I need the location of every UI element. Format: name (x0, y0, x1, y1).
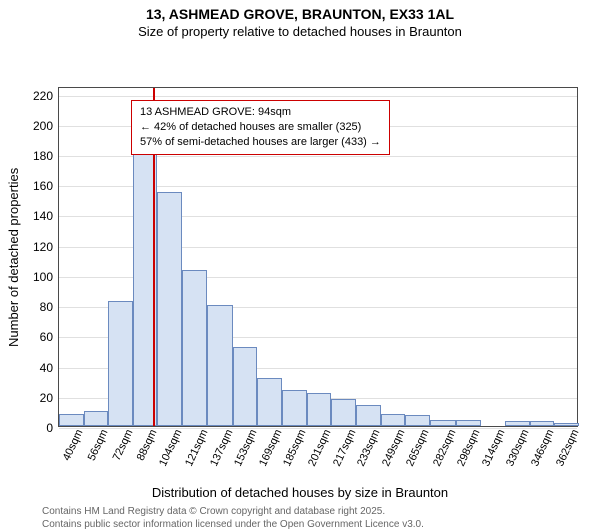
annotation-line: 57% of semi-detached houses are larger (… (140, 135, 381, 150)
histogram-bar (307, 393, 332, 426)
attribution-footer: Contains HM Land Registry data © Crown c… (42, 506, 600, 531)
page-subtitle: Size of property relative to detached ho… (0, 24, 600, 39)
y-tick-label: 160 (33, 179, 59, 193)
y-tick-label: 200 (33, 119, 59, 133)
histogram-bar (356, 405, 381, 426)
x-axis-label: Distribution of detached houses by size … (0, 485, 600, 500)
annotation-box: 13 ASHMEAD GROVE: 94sqm← 42% of detached… (131, 100, 390, 155)
histogram-bar (59, 414, 84, 426)
histogram-bar (554, 423, 579, 426)
histogram-bar (182, 270, 207, 426)
y-tick-label: 20 (40, 391, 59, 405)
plot-area: 02040608010012014016018020022040sqm56sqm… (58, 87, 578, 427)
y-tick-label: 180 (33, 149, 59, 163)
y-tick-label: 140 (33, 209, 59, 223)
y-tick-label: 80 (40, 300, 59, 314)
x-tick-label: 40sqm (57, 426, 85, 463)
histogram-bar (405, 415, 430, 426)
y-tick-label: 100 (33, 270, 59, 284)
page-title: 13, ASHMEAD GROVE, BRAUNTON, EX33 1AL (0, 6, 600, 22)
histogram-bar (207, 305, 233, 426)
y-tick-label: 220 (33, 89, 59, 103)
x-tick-label: 56sqm (82, 426, 110, 463)
histogram-bar (233, 347, 258, 426)
histogram-bar (331, 399, 356, 426)
x-tick-label: 72sqm (107, 426, 135, 463)
gridline (59, 96, 577, 97)
footer-line: Contains HM Land Registry data © Crown c… (42, 506, 600, 519)
histogram-bar (157, 192, 182, 426)
histogram-bar (430, 420, 456, 426)
chart-container: Number of detached properties 0204060801… (0, 39, 600, 483)
y-tick-label: 60 (40, 330, 59, 344)
y-axis-label: Number of detached properties (6, 168, 21, 347)
histogram-bar (257, 378, 282, 426)
histogram-bar (456, 420, 481, 426)
histogram-bar (84, 411, 109, 426)
histogram-bar (505, 421, 530, 426)
footer-line: Contains public sector information licen… (42, 519, 600, 531)
histogram-bar (282, 390, 307, 426)
annotation-line: 13 ASHMEAD GROVE: 94sqm (140, 105, 381, 120)
y-tick-label: 40 (40, 361, 59, 375)
y-tick-label: 0 (46, 421, 59, 435)
histogram-bar (381, 414, 406, 426)
y-tick-label: 120 (33, 240, 59, 254)
annotation-line: ← 42% of detached houses are smaller (32… (140, 120, 381, 135)
histogram-bar (530, 421, 555, 426)
histogram-bar (108, 301, 133, 426)
